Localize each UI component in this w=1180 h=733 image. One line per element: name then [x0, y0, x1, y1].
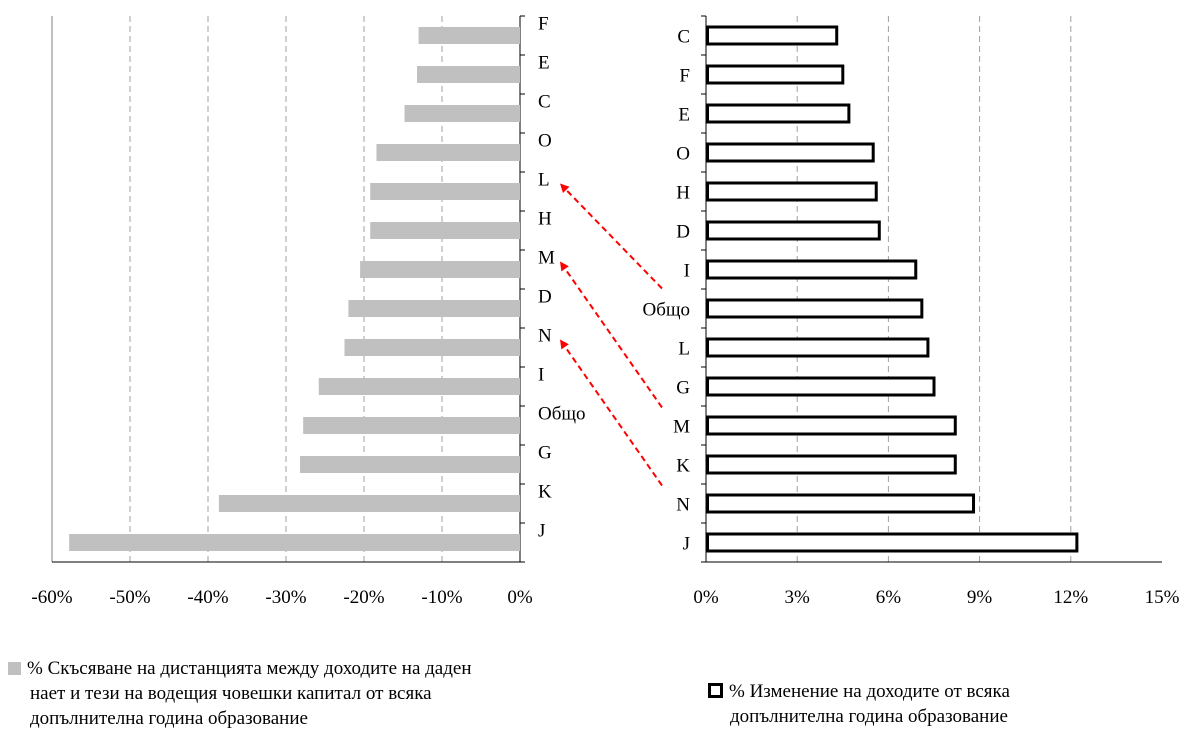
right-category-label: Общо — [642, 300, 690, 321]
right-bar-d — [706, 220, 881, 241]
category-link-arrows — [560, 183, 663, 487]
right-category-label: J — [683, 534, 690, 555]
left-category-label: Общо — [538, 404, 586, 425]
link-arrow-line — [565, 189, 663, 290]
right-x-tick-label: 15% — [1145, 587, 1180, 608]
left-x-tick-label: 0% — [507, 587, 533, 608]
left-category-label: L — [538, 170, 550, 191]
left-bar-c — [404, 105, 520, 122]
right-bar-общо — [706, 298, 924, 319]
right-category-label: I — [684, 261, 690, 282]
left-bar-n — [344, 339, 520, 356]
right-category-label: D — [676, 222, 690, 243]
right-bar-m — [706, 415, 957, 436]
right-bar-i — [706, 259, 918, 280]
left-bar-j — [69, 534, 520, 551]
legend-right-line-2: допълнителна година образование — [730, 706, 1008, 727]
right-bar-c — [706, 25, 839, 46]
left-x-tick-label: -60% — [31, 587, 72, 608]
link-arrow-line — [564, 346, 663, 487]
link-arrow-line — [564, 268, 663, 409]
right-category-label: K — [676, 456, 690, 477]
left-category-label: E — [538, 53, 550, 74]
legend-left-swatch — [8, 662, 21, 675]
left-category-label: J — [538, 521, 545, 542]
left-category-label: C — [538, 92, 551, 113]
right-x-tick-label: 3% — [785, 587, 811, 608]
left-bar-l — [370, 183, 520, 200]
left-bar-d — [348, 300, 520, 317]
legend-right-swatch — [708, 683, 723, 698]
left-bar-o — [376, 144, 520, 161]
right-category-label: M — [673, 417, 690, 438]
link-arrow-head — [560, 183, 570, 194]
left-bar-общо — [303, 417, 520, 434]
right-x-tick-label: 0% — [693, 587, 719, 608]
legend-left-line-3: допълнителна година образование — [30, 708, 308, 729]
left-category-label: N — [538, 326, 552, 347]
right-x-tick-label: 6% — [876, 587, 902, 608]
left-x-tick-label: -40% — [187, 587, 228, 608]
left-x-tick-label: -30% — [265, 587, 306, 608]
left-bar-g — [300, 456, 520, 473]
right-category-label: C — [677, 27, 690, 48]
left-bar-f — [418, 27, 520, 44]
left-category-label: I — [538, 365, 544, 386]
right-category-label: G — [676, 378, 690, 399]
right-bar-h — [706, 181, 878, 202]
left-x-tick-label: -10% — [421, 587, 462, 608]
left-bar-h — [370, 222, 520, 239]
legend-left: % Скъсяване на дистанцията между доходит… — [8, 656, 568, 731]
right-bar-k — [706, 454, 957, 475]
left-bar-i — [318, 378, 520, 395]
left-category-label: K — [538, 482, 552, 503]
link-arrow-head — [560, 261, 569, 272]
right-category-label: N — [676, 495, 690, 516]
left-category-label: G — [538, 443, 552, 464]
right-bar-l — [706, 337, 930, 358]
left-category-label: D — [538, 287, 552, 308]
left-category-label: H — [538, 209, 552, 230]
legend-right: % Изменение на доходите от всяка допълни… — [708, 679, 1148, 729]
right-bar-e — [706, 103, 851, 124]
right-x-tick-label: 9% — [967, 587, 993, 608]
right-bar-n — [706, 493, 976, 514]
legend-right-line-1: % Изменение на доходите от всяка — [729, 681, 1010, 702]
right-bar-f — [706, 64, 845, 85]
right-category-label: H — [676, 183, 690, 204]
left-category-label: M — [538, 248, 555, 269]
right-category-label: E — [678, 105, 690, 126]
left-bar-k — [218, 495, 521, 512]
right-category-label: O — [676, 144, 690, 165]
right-bar-j — [706, 532, 1079, 553]
left-category-label: F — [538, 14, 549, 35]
legend-left-line-2: нает и тези на водещия човешки капитал о… — [30, 683, 432, 704]
left-category-label: O — [538, 131, 552, 152]
link-arrow-head — [560, 339, 569, 350]
legend-left-line-1: % Скъсяване на дистанцията между доходит… — [27, 658, 472, 679]
right-category-label: L — [678, 339, 690, 360]
left-x-tick-label: -50% — [109, 587, 150, 608]
left-x-tick-label: -20% — [343, 587, 384, 608]
right-bar-o — [706, 142, 875, 163]
right-bar-g — [706, 376, 936, 397]
left-bar-m — [360, 261, 520, 278]
right-category-label: F — [679, 66, 690, 87]
right-x-tick-label: 12% — [1053, 587, 1088, 608]
left-bar-e — [417, 66, 520, 83]
